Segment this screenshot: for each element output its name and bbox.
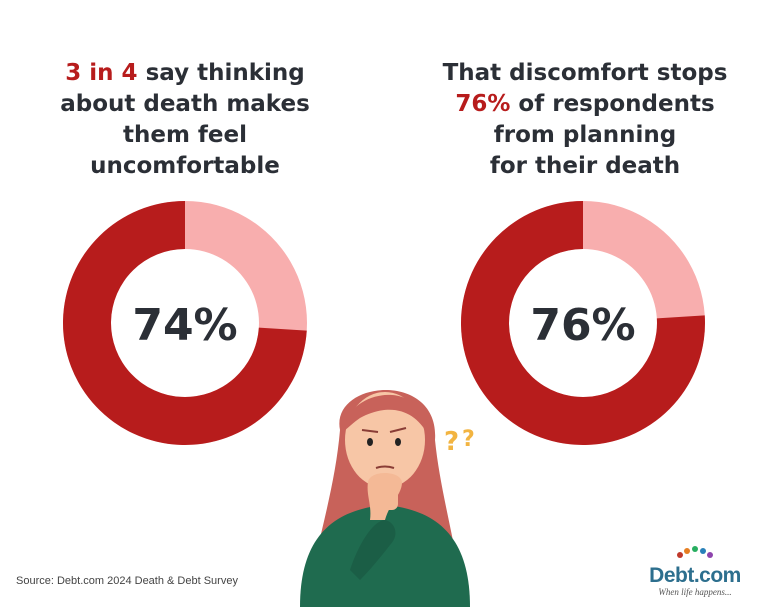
- donut-left-filled-arc: [62, 201, 307, 445]
- question-mark-2: ?: [462, 427, 475, 452]
- arm: [350, 520, 396, 580]
- right-heading-highlight: 76%: [455, 91, 511, 117]
- donut-chart-left: 74%: [60, 198, 310, 448]
- question-marks-icon: ? ?: [444, 427, 475, 457]
- right-brow: [389, 427, 407, 433]
- hair-fringe: [345, 394, 428, 435]
- left-heading-line-2: about death makes: [60, 91, 310, 117]
- left-brow: [361, 429, 379, 433]
- right-heading-line-3: from planning: [493, 122, 677, 148]
- debt-com-logo: Debt.com When life happens...: [640, 545, 750, 597]
- left-heading-line-1-rest: say thinking: [137, 60, 305, 86]
- right-heading: That discomfort stops 76% of respondents…: [430, 58, 740, 182]
- left-heading-highlight: 3 in 4: [65, 60, 138, 86]
- left-heading-line-3: them feel: [122, 122, 248, 148]
- source-note: Source: Debt.com 2024 Death & Debt Surve…: [16, 575, 238, 587]
- logo-tagline: When life happens...: [658, 587, 732, 597]
- left-heading-line-4: uncomfortable: [90, 153, 280, 179]
- donut-right-filled-arc: [461, 201, 705, 445]
- right-heading-line-1: That discomfort stops: [442, 60, 728, 86]
- logo-tree-icon: [677, 546, 713, 558]
- left-eye: [367, 438, 373, 446]
- left-heading: 3 in 4 say thinking about death makes th…: [30, 58, 340, 182]
- donut-right-svg: 76%: [460, 201, 705, 445]
- face: [345, 392, 425, 488]
- left-heading-line-1: 3 in 4 say thinking: [30, 58, 340, 89]
- logo-brand: Debt.com: [649, 564, 741, 587]
- right-heading-line-4: for their death: [489, 153, 681, 179]
- thinking-woman-illustration: [300, 390, 470, 607]
- hand: [367, 473, 402, 520]
- mouth: [375, 465, 395, 469]
- donut-left-center-label: 74%: [132, 300, 237, 351]
- question-mark-1: ?: [444, 427, 459, 457]
- donut-right-center-label: 76%: [530, 300, 635, 351]
- green-sweater: [300, 505, 470, 607]
- right-heading-line-2-rest: of respondents: [510, 91, 715, 117]
- right-heading-line-2: 76% of respondents: [430, 89, 740, 120]
- right-eye: [395, 438, 401, 446]
- donut-left-svg: 74%: [62, 201, 307, 445]
- donut-chart-right: 76%: [458, 198, 708, 448]
